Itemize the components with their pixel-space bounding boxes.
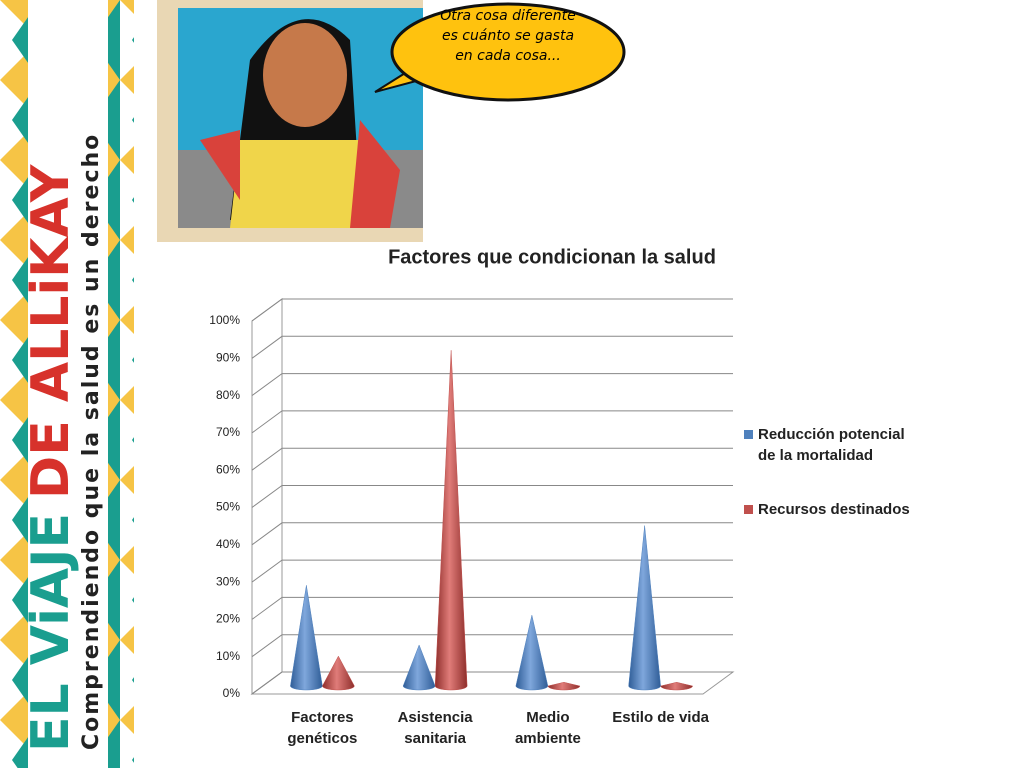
y-tick-label: 10%	[216, 649, 240, 663]
cone	[402, 644, 436, 691]
banner-title-2: DE ALLiKAY	[21, 163, 81, 499]
grid-line	[251, 671, 733, 695]
cone	[434, 350, 468, 691]
grid-line	[251, 335, 733, 359]
cartoon	[157, 0, 423, 242]
grid-line	[251, 559, 733, 583]
chart-title: Factores que condicionan la salud	[388, 246, 716, 268]
grid-line	[251, 447, 733, 471]
legend-label: Reducción potencial de la mortalidad	[758, 426, 905, 464]
legend-label: Recursos destinados	[758, 501, 910, 518]
cone	[547, 682, 581, 691]
banner-subtitle: Comprendiendo que la salud es un derecho	[79, 133, 104, 750]
y-tick-label: 60%	[216, 462, 240, 476]
grid-line	[251, 485, 733, 508]
grid-line	[251, 634, 733, 658]
x-tick-label: Asistencia sanitaria	[397, 709, 473, 747]
x-tick-label: Estilo de vida	[612, 709, 709, 726]
x-tick-label: Factores genéticos	[287, 709, 358, 747]
y-tick-label: 0%	[223, 686, 241, 700]
cone	[322, 655, 355, 691]
y-tick-label: 30%	[216, 574, 240, 588]
y-tick-label: 80%	[216, 388, 240, 402]
grid-line	[251, 522, 733, 546]
cone	[628, 525, 661, 691]
speech-bubble	[390, 2, 626, 102]
y-tick-label: 100%	[209, 313, 240, 327]
y-tick-label: 20%	[216, 612, 240, 626]
grid-line	[251, 596, 733, 620]
legend-swatch	[744, 505, 753, 514]
y-tick-label: 40%	[216, 537, 240, 551]
y-tick-label: 50%	[216, 500, 240, 514]
grid-line	[251, 410, 733, 434]
y-tick-label: 90%	[216, 350, 240, 364]
cone	[660, 682, 693, 691]
banner-title-1: EL ViAJE	[21, 513, 81, 752]
banner-strip	[28, 0, 108, 768]
x-tick-label: Medio ambiente	[514, 709, 581, 747]
cone	[515, 615, 549, 691]
legend-swatch	[744, 430, 753, 439]
bubble-text: Otra cosa diferente es cuánto se gasta e…	[440, 8, 576, 64]
banner-title: EL ViAJE DE ALLiKAY	[21, 163, 81, 752]
y-tick-label: 70%	[216, 425, 240, 439]
grid-line	[251, 298, 733, 322]
cone	[290, 585, 323, 691]
grid-line	[251, 373, 733, 397]
